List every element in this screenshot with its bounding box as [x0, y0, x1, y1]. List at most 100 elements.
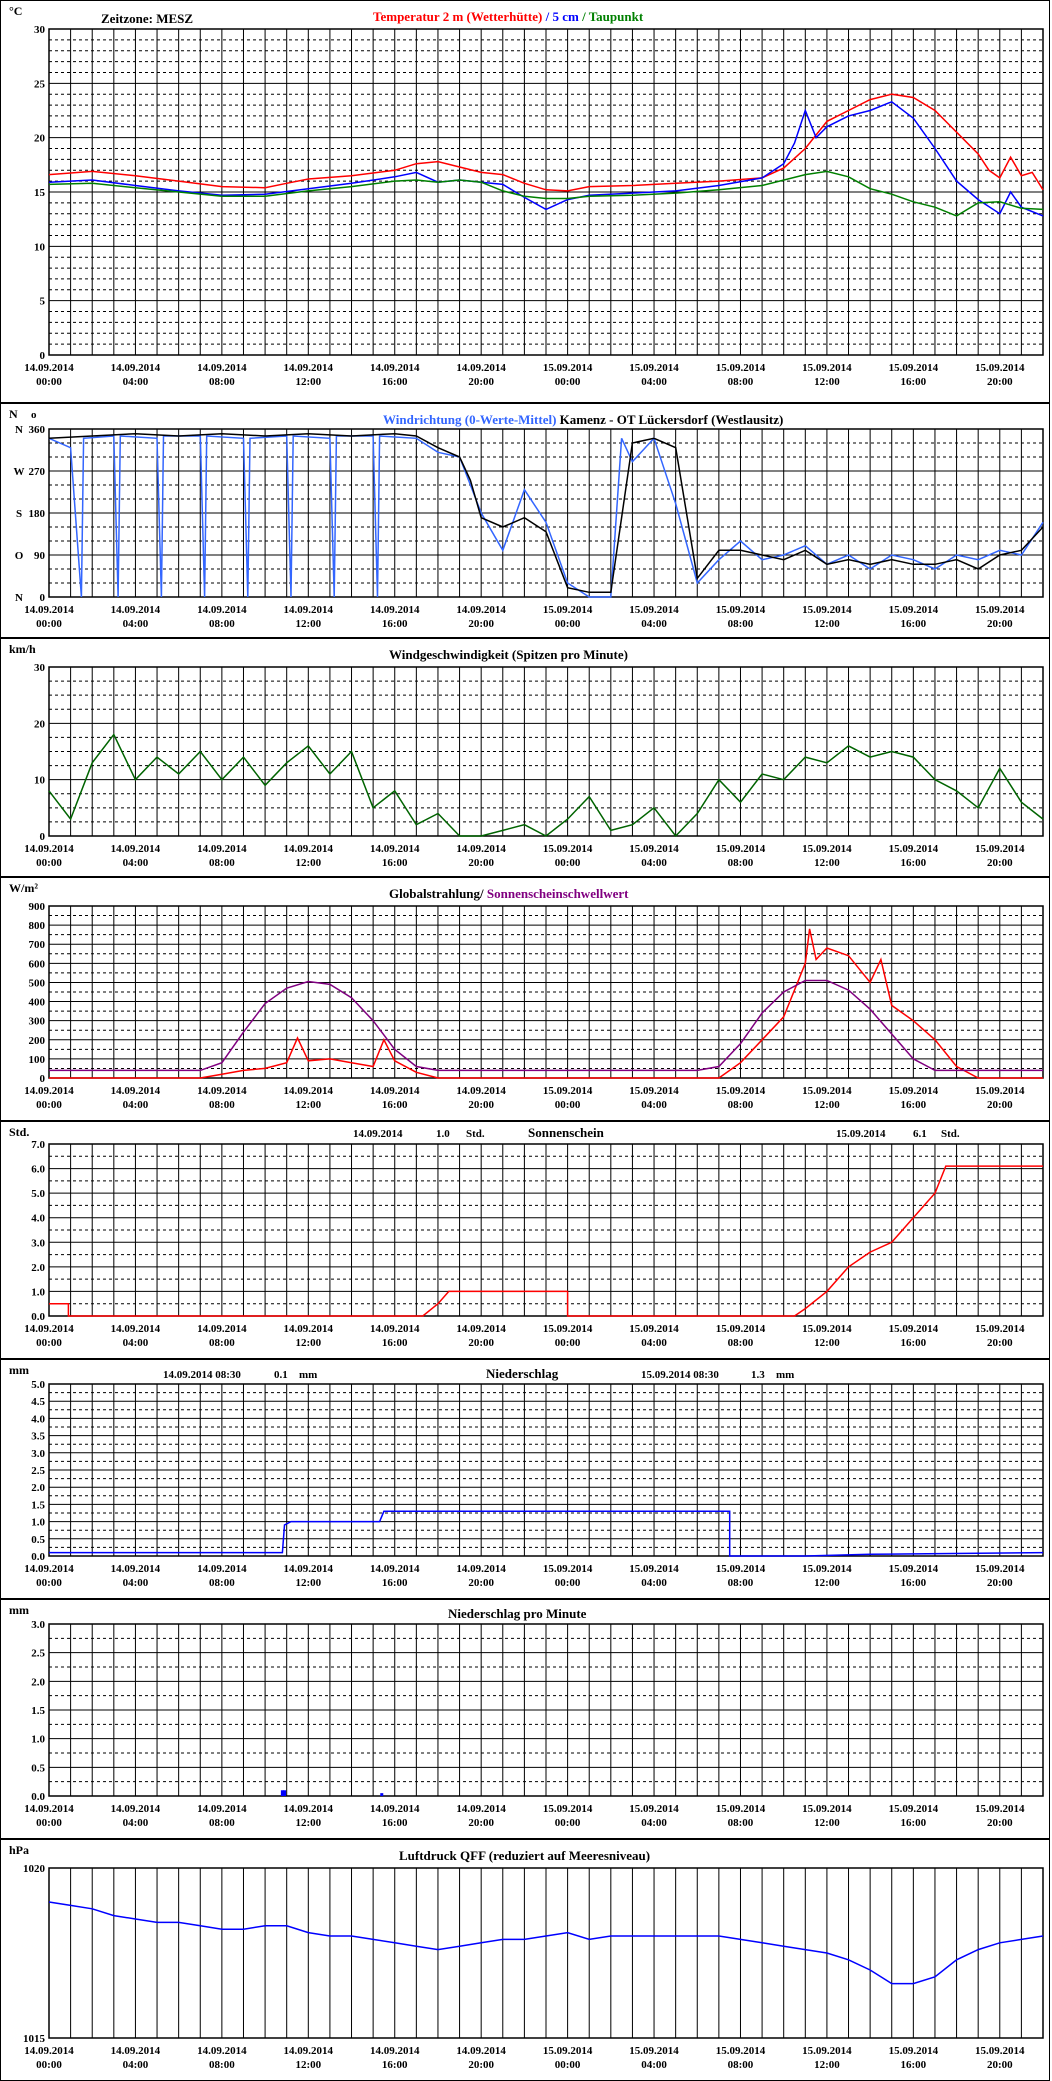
x-tick-date: 15.09.2014 — [543, 1563, 593, 1575]
x-tick-label: 14.09.2014 12:00 — [284, 604, 334, 630]
x-tick-label: 15.09.2014 16:00 — [889, 1085, 939, 1111]
x-tick-date: 15.09.2014 — [889, 1803, 939, 1815]
grid-winddirection — [48, 428, 1044, 598]
x-tick-date: 15.09.2014 — [543, 843, 593, 855]
x-tick-date: 15.09.2014 — [629, 1323, 679, 1335]
x-tick-label: 15.09.2014 16:00 — [889, 362, 939, 388]
y-tick-label: 270 — [29, 466, 46, 478]
x-tick-label: 14.09.2014 04:00 — [111, 1323, 161, 1349]
x-tick-label: 14.09.2014 16:00 — [370, 362, 420, 388]
y-tick-label: 4.0 — [31, 1213, 45, 1225]
x-tick-time: 12:00 — [295, 1817, 321, 1829]
grid-radiation — [48, 905, 1044, 1079]
x-tick-label: 15.09.2014 00:00 — [543, 1323, 593, 1349]
chart-title-part: Windgeschwindigkeit (Spitzen pro Minute) — [389, 647, 628, 662]
x-tick-date: 15.09.2014 — [975, 1563, 1025, 1575]
total-annotation: 15.09.2014 6.1 Std. — [836, 1128, 960, 1140]
y-tick-label: 3.0 — [31, 1448, 45, 1460]
annotation-value: 6.1 — [913, 1128, 927, 1140]
y-tick-label: 10 — [34, 241, 46, 253]
x-tick-time: 20:00 — [468, 857, 494, 869]
x-tick-label: 14.09.2014 04:00 — [111, 2045, 161, 2071]
x-tick-date: 15.09.2014 — [889, 843, 939, 855]
x-tick-date: 14.09.2014 — [24, 1803, 74, 1815]
x-tick-label: 14.09.2014 04:00 — [111, 1563, 161, 1589]
x-tick-date: 15.09.2014 — [975, 2045, 1025, 2057]
x-tick-label: 14.09.2014 00:00 — [24, 362, 74, 388]
x-tick-time: 20:00 — [987, 1337, 1013, 1349]
x-tick-time: 12:00 — [814, 1577, 840, 1589]
x-tick-time: 20:00 — [987, 2059, 1013, 2071]
x-tick-time: 08:00 — [728, 1817, 754, 1829]
x-tick-label: 15.09.2014 20:00 — [975, 1563, 1025, 1589]
x-tick-date: 15.09.2014 — [716, 1323, 766, 1335]
x-tick-time: 08:00 — [209, 1577, 235, 1589]
y-tick-label: 0.0 — [31, 1791, 45, 1803]
x-tick-label: 15.09.2014 16:00 — [889, 604, 939, 630]
unit-label: N — [9, 407, 18, 421]
x-tick-date: 15.09.2014 — [975, 604, 1025, 616]
x-tick-date: 14.09.2014 — [197, 362, 247, 374]
x-tick-date: 15.09.2014 — [802, 843, 852, 855]
x-tick-date: 15.09.2014 — [802, 1563, 852, 1575]
x-tick-time: 16:00 — [901, 1337, 927, 1349]
x-tick-label: 15.09.2014 12:00 — [802, 604, 852, 630]
x-tick-time: 20:00 — [987, 857, 1013, 869]
x-tick-date: 14.09.2014 — [111, 1323, 161, 1335]
x-tick-label: 15.09.2014 08:00 — [716, 1803, 766, 1829]
x-tick-time: 16:00 — [382, 857, 408, 869]
series-bar — [380, 1793, 384, 1796]
x-tick-time: 08:00 — [728, 1099, 754, 1111]
x-tick-time: 20:00 — [987, 376, 1013, 388]
x-tick-date: 14.09.2014 — [370, 362, 420, 374]
x-tick-label: 14.09.2014 00:00 — [24, 604, 74, 630]
x-tick-date: 14.09.2014 — [111, 1803, 161, 1815]
x-tick-date: 14.09.2014 — [370, 1085, 420, 1097]
annotation-unit: Std. — [466, 1128, 485, 1140]
x-tick-date: 14.09.2014 — [284, 1803, 334, 1815]
y-tick-label: 0 — [40, 350, 46, 362]
chart-svg-precip: 0.00.51.01.52.02.53.03.54.04.55.0mm Niede… — [9, 1363, 1044, 1589]
chart-title-part: Luftdruck QFF (reduziert auf Meeresnivea… — [399, 1848, 650, 1863]
x-tick-time: 12:00 — [814, 1817, 840, 1829]
x-tick-label: 14.09.2014 12:00 — [284, 1323, 334, 1349]
x-tick-label: 15.09.2014 04:00 — [629, 1323, 679, 1349]
x-tick-date: 15.09.2014 — [629, 1563, 679, 1575]
x-tick-time: 00:00 — [36, 2059, 62, 2071]
y-tick-label: 0 — [40, 831, 46, 843]
x-tick-date: 14.09.2014 — [197, 2045, 247, 2057]
chart-panel-windspeed: 0 10 20 30 km/h Windgeschwindigkeit (Spitzen … — [0, 638, 1050, 877]
unit-label: mm — [9, 1603, 29, 1617]
series-bar — [283, 1790, 287, 1796]
x-tick-label: 15.09.2014 08:00 — [716, 1085, 766, 1111]
annotation-date: 14.09.2014 — [353, 1128, 403, 1140]
x-tick-date: 14.09.2014 — [111, 2045, 161, 2057]
x-tick-date: 14.09.2014 — [370, 604, 420, 616]
x-tick-label: 14.09.2014 12:00 — [284, 843, 334, 869]
x-tick-date: 14.09.2014 — [370, 1563, 420, 1575]
chart-title-part: Niederschlag — [486, 1366, 559, 1381]
x-tick-label: 15.09.2014 08:00 — [716, 604, 766, 630]
x-tick-time: 00:00 — [36, 1817, 62, 1829]
x-tick-time: 08:00 — [728, 376, 754, 388]
y-tick-label: 5 — [40, 296, 46, 308]
x-tick-date: 15.09.2014 — [716, 843, 766, 855]
x-tick-label: 14.09.2014 08:00 — [197, 604, 247, 630]
x-tick-time: 16:00 — [382, 618, 408, 630]
series-line — [48, 1901, 1044, 1985]
x-tick-label: 14.09.2014 04:00 — [111, 1085, 161, 1111]
chart-panel-sunshine: 0.0 1.0 2.0 3.0 4.0 5.0 6.0 7.0 Std. Sonnenschein… — [0, 1121, 1050, 1359]
x-tick-label: 14.09.2014 20:00 — [456, 1085, 506, 1111]
x-tick-date: 14.09.2014 — [456, 1085, 506, 1097]
x-tick-label: 14.09.2014 08:00 — [197, 1563, 247, 1589]
x-tick-date: 15.09.2014 — [802, 1323, 852, 1335]
y-tick-label: 0.5 — [31, 1534, 45, 1546]
x-tick-time: 16:00 — [901, 1577, 927, 1589]
grid-precipmin — [48, 1623, 1044, 1797]
chart-title: Luftdruck QFF (reduziert auf Meeresnivea… — [399, 1848, 650, 1863]
x-tick-time: 20:00 — [468, 376, 494, 388]
compass-label: W — [14, 466, 25, 478]
x-tick-label: 15.09.2014 08:00 — [716, 362, 766, 388]
chart-panel-precip: 0.0 0.5 1.0 1.5 2.0 2.5 3.0 3.5 4.0 4.5 5.0 mm Niede… — [0, 1359, 1050, 1599]
x-tick-label: 15.09.2014 12:00 — [802, 1085, 852, 1111]
